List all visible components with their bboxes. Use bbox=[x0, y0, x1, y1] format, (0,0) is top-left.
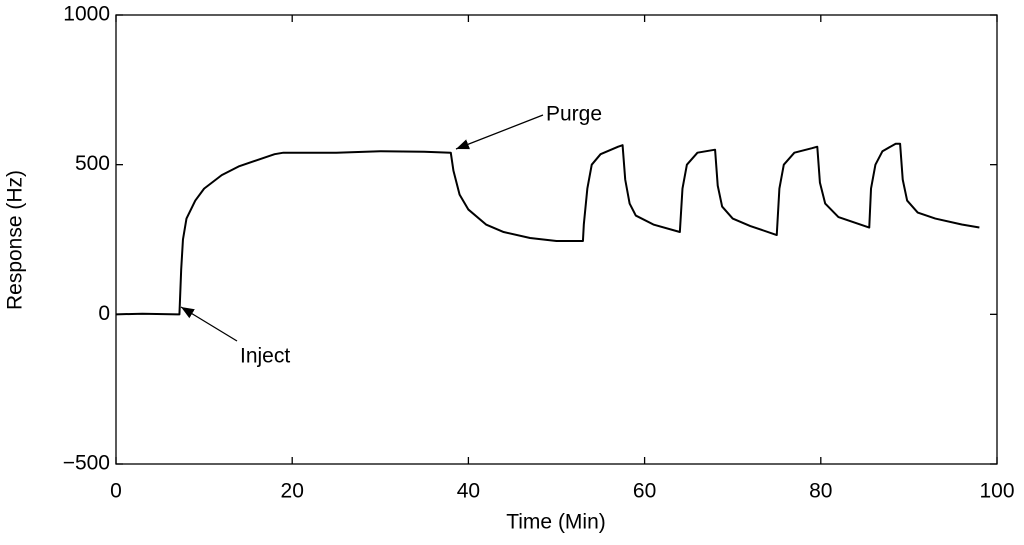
plot-frame bbox=[115, 14, 998, 465]
x-tick-label: 20 bbox=[281, 480, 304, 503]
annotation: Inject bbox=[240, 345, 290, 368]
x-tick-label: 80 bbox=[809, 480, 832, 503]
y-tick-label: −500 bbox=[63, 452, 110, 475]
y-tick-label: 1000 bbox=[63, 3, 110, 26]
y-tick-label: 0 bbox=[98, 302, 110, 325]
data-line bbox=[115, 142, 980, 316]
y-axis-label: Response (Hz) bbox=[4, 170, 27, 310]
x-tick-label: 60 bbox=[633, 480, 656, 503]
x-tick-label: 40 bbox=[457, 480, 480, 503]
inject-arrow bbox=[180, 306, 238, 342]
x-tick-label: 0 bbox=[110, 480, 122, 503]
annotation: Purge bbox=[546, 103, 602, 126]
purge-arrow bbox=[455, 114, 544, 150]
y-tick-label: 500 bbox=[75, 152, 110, 175]
x-axis-label: Time (Min) bbox=[506, 511, 606, 534]
x-tick-label: 100 bbox=[979, 480, 1014, 503]
